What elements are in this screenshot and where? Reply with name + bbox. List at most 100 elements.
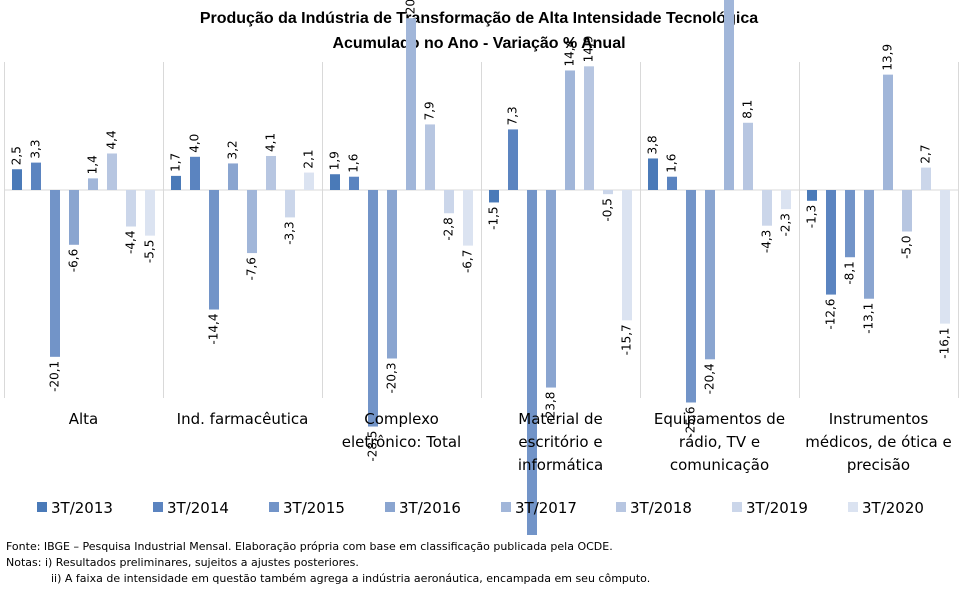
bar [648,158,658,190]
category-label: eletrônico: Total [342,433,461,451]
bar [667,176,677,190]
data-label: 3,3 [29,140,43,159]
bar [527,190,537,535]
category-label: Alta [69,410,99,428]
bar [508,129,518,190]
data-label: 20,7 [404,0,418,14]
data-label: -12,6 [824,299,838,330]
bar [743,122,753,190]
category-label: precisão [847,456,910,474]
data-label: -23,8 [544,392,558,423]
bar [171,175,181,190]
bar [12,169,22,190]
bar [349,176,359,190]
chart: Produção da Indústria de Transformação d… [4,0,959,535]
legend: 3T/2013 3T/2014 3T/2015 3T/2016 3T/2017 3T/20… [37,499,924,517]
bar [228,163,238,190]
data-label: 14,4 [563,40,577,67]
data-label: 7,9 [423,101,437,120]
legend-label: 3T/2019 [746,499,808,517]
data-label: 14,9 [582,36,596,63]
data-label: -2,3 [779,213,793,236]
bar [883,74,893,190]
data-label: -3,3 [283,221,297,244]
bar [330,174,340,190]
bar [864,190,874,299]
bar [406,18,416,190]
data-label: 4,0 [188,134,202,153]
bar [724,0,734,190]
legend-swatch [732,502,742,512]
data-label: -14,4 [207,314,221,345]
data-label: 2,7 [919,144,933,163]
chart-title: Produção da Indústria de Transformação d… [200,10,758,27]
data-label: 1,9 [328,151,342,170]
plot-area: 2,5 1,7 1,9 -1,5 3,8 -1,3 3,3 4,0 1,6 7,3 1,6 -12,6… [4,0,959,535]
bar [247,190,257,254]
bar [69,190,79,245]
legend-swatch [385,502,395,512]
bar [88,178,98,190]
bar [266,155,276,190]
bar [489,190,499,203]
data-label: 2,1 [302,149,316,168]
data-label: 7,3 [506,106,520,125]
bar [285,190,295,218]
category-label: Complexo [364,410,439,428]
data-label: -4,4 [124,231,138,254]
data-label: -7,6 [245,257,259,280]
data-label: 1,7 [169,153,183,172]
category-label: informática [518,456,603,474]
legend-label: 3T/2016 [399,499,461,517]
data-label: -2,8 [442,217,456,240]
data-label: -6,6 [67,249,81,272]
data-label: -1,5 [487,206,501,229]
notes: Fonte: IBGE – Pesquisa Industrial Mensal… [6,539,650,587]
legend-swatch [501,502,511,512]
bar [425,124,435,190]
data-label: 8,1 [741,100,755,119]
bar [686,190,696,403]
data-label: -1,3 [805,205,819,228]
category-label: Material de [518,410,602,428]
bar [902,190,912,232]
category-label: rádio, TV e [679,433,760,451]
bar [781,190,791,210]
category-label: comunicação [670,456,769,474]
data-label: 1,6 [347,154,361,173]
data-label: -20,4 [703,363,717,394]
category-label: médicos, de ótica e [805,433,951,451]
bar [565,70,575,190]
bar [845,190,855,258]
bar [940,190,950,324]
data-label: 4,1 [264,133,278,152]
legend-swatch [848,502,858,512]
note-1: Notas: i) Resultados preliminares, sujei… [6,556,359,569]
data-label: -28,5 [366,431,380,462]
bar [444,190,454,214]
bar [145,190,155,236]
bar [50,190,60,357]
legend-swatch [616,502,626,512]
legend-label: 3T/2018 [630,499,692,517]
bar [31,162,41,190]
category-label: Equipamentos de [654,410,785,428]
data-label: -5,5 [143,240,157,263]
data-label: 13,9 [881,44,895,71]
data-label: -13,1 [862,303,876,334]
data-label: -5,0 [900,236,914,259]
source-note: Fonte: IBGE – Pesquisa Industrial Mensal… [6,540,613,553]
legend-swatch [153,502,163,512]
data-label: -15,7 [620,324,634,355]
bar [705,190,715,360]
bar [807,190,817,201]
category-label: Instrumentos [829,410,929,428]
bar [622,190,632,321]
data-label: 4,4 [105,130,119,149]
data-label: 3,2 [226,140,240,159]
bar [209,190,219,310]
legend-label: 3T/2013 [51,499,113,517]
legend-label: 3T/2015 [283,499,345,517]
bar [463,190,473,246]
data-label: -16,1 [938,328,952,359]
